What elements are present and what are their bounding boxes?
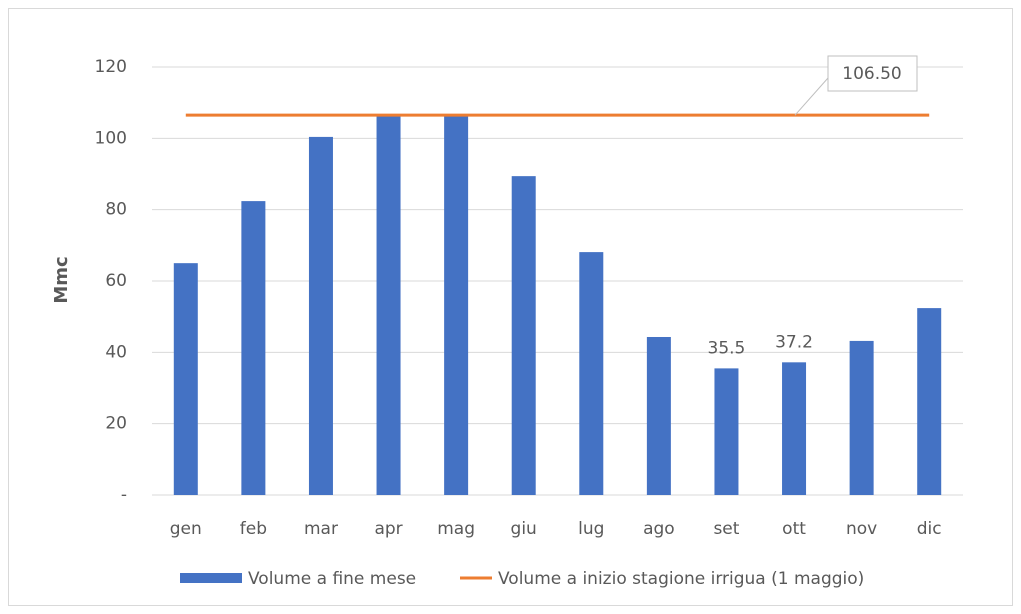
y-tick-label: 120 (95, 57, 127, 77)
y-axis-label: Mmc (51, 256, 72, 303)
legend-label: Volume a fine mese (248, 569, 416, 589)
bar (308, 136, 333, 495)
bar (849, 340, 874, 495)
y-tick-label: 60 (105, 271, 127, 291)
bar (376, 115, 401, 496)
y-tick-label: 100 (95, 128, 127, 148)
chart-border (8, 8, 1013, 606)
x-tick-label: giu (511, 519, 537, 539)
y-tick-label: 80 (105, 200, 127, 220)
bar (646, 336, 671, 495)
legend-label: Volume a inizio stagione irrigua (1 magg… (498, 569, 864, 589)
data-label: 35.5 (708, 338, 746, 358)
bar (241, 201, 266, 495)
x-tick-label: ago (643, 519, 675, 539)
bar (917, 308, 942, 495)
x-tick-label: gen (170, 519, 202, 539)
legend-swatch (180, 573, 242, 583)
x-tick-label: dic (917, 519, 942, 539)
bar (444, 115, 469, 496)
data-label: 37.2 (775, 332, 813, 352)
bar (714, 368, 739, 495)
y-tick-label: - (121, 485, 127, 505)
x-tick-label: ott (782, 519, 806, 539)
x-tick-label: set (713, 519, 739, 539)
x-tick-label: feb (240, 519, 267, 539)
x-tick-label: mar (304, 519, 338, 539)
bar (511, 176, 536, 495)
x-tick-label: apr (374, 519, 402, 539)
y-tick-label: 20 (105, 414, 127, 434)
callout-leader (794, 77, 829, 116)
line-label: 106.50 (842, 64, 901, 84)
bar (173, 263, 198, 495)
y-tick-label: 40 (105, 342, 127, 362)
bar (579, 252, 604, 495)
x-tick-label: mag (437, 519, 475, 539)
bar (782, 362, 807, 495)
x-tick-label: nov (846, 519, 877, 539)
callout-box (827, 55, 918, 92)
x-tick-label: lug (578, 519, 604, 539)
